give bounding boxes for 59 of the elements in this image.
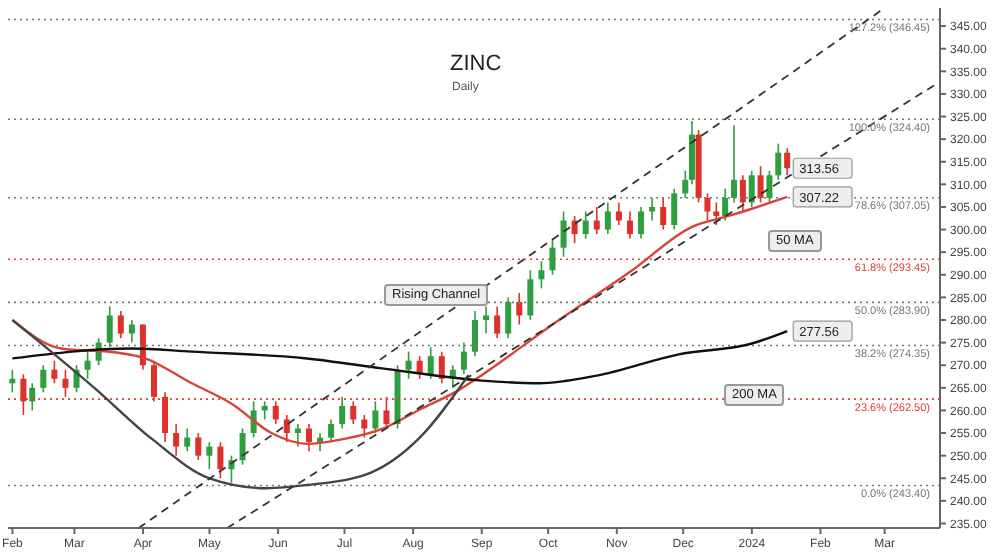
candlestick [20,373,27,416]
candlestick [438,350,445,385]
candlestick [40,364,47,394]
candlestick [626,210,633,240]
candlestick [549,237,556,276]
candlestick [731,124,738,204]
candlestick [748,169,755,208]
candlestick [671,188,678,231]
candlestick [51,359,58,385]
candlestick [615,201,622,226]
candlestick [361,414,368,439]
candlestick [775,142,782,181]
candlestick [784,147,791,177]
candlestick [350,400,357,425]
candlestick [283,414,290,443]
candlestick [383,396,390,430]
candlestick [29,382,36,412]
candlestick [184,427,191,452]
candlestick [538,260,545,290]
candlestick [582,210,589,240]
candlestick [766,169,773,204]
candlestick [173,423,180,457]
candlestick [638,206,645,240]
candlestick [483,305,490,335]
candlestick [604,201,611,235]
candlestick [560,210,567,258]
candlestick [339,396,346,430]
candlestick [472,310,478,357]
candlestick [722,188,729,222]
candlestick [272,400,279,425]
candlestick [62,368,69,398]
text: ZINC [450,52,502,76]
candlestick [427,346,434,380]
candlestick [494,305,501,339]
candlestick [405,350,412,380]
candlestick [704,192,711,222]
candlestick [593,206,600,235]
candlestick [516,292,523,326]
line-series [11,329,789,385]
candlestick [117,310,124,339]
candlestick [660,197,667,231]
candlestick [128,319,135,344]
candlestick [106,305,113,348]
candlestick [84,350,91,380]
candlestick [372,400,379,434]
candlestick [505,296,512,339]
candlestick [460,341,467,376]
candlestick [162,391,169,443]
candlestick [713,201,720,226]
candlestick [305,423,312,452]
candlestick [239,427,246,466]
candlestick [151,359,157,403]
candlestick [195,432,202,461]
candlestick [217,441,224,480]
line-series [11,318,470,490]
candlestick [206,441,213,471]
candlestick [739,174,746,213]
candlestick [757,165,764,204]
candlestick [527,269,534,321]
